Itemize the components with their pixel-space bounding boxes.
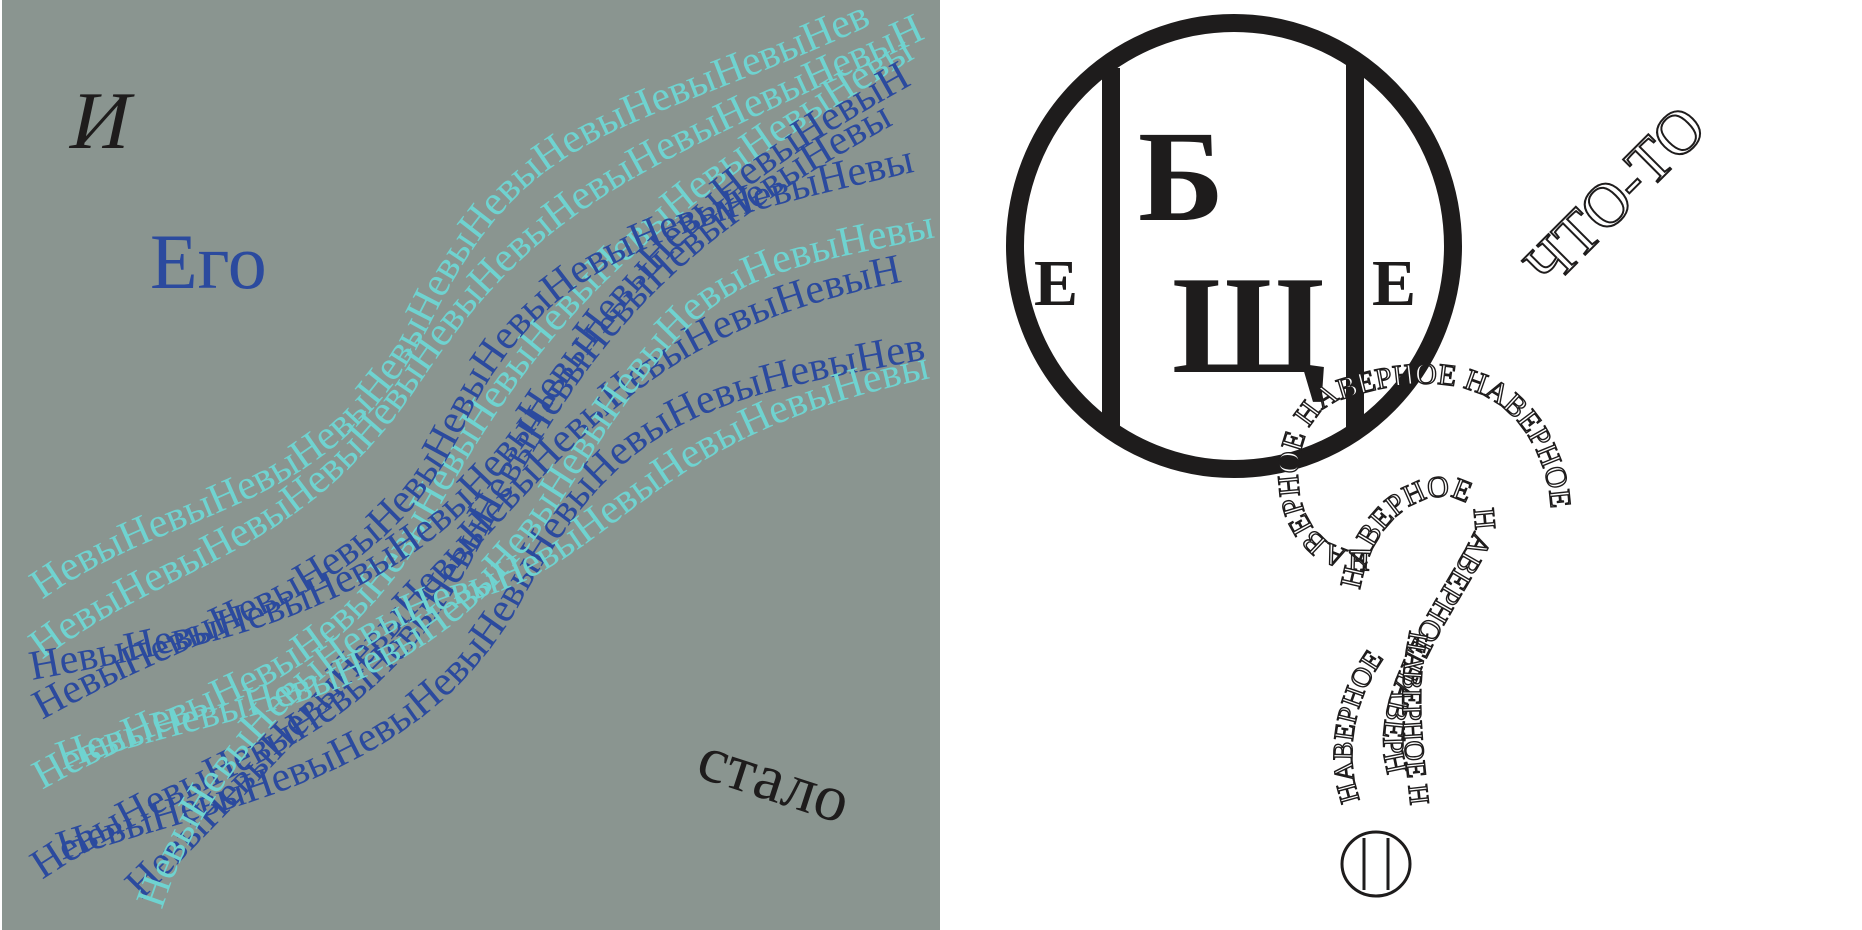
emblem-top-letter: Б xyxy=(1138,105,1224,249)
emblem-left-letter: Е xyxy=(1034,247,1078,320)
typography-art-svg: Е Б Щ Е ЧТО-ТО НАВЕРНОЕ НАВЕРНОЕ НАВЕРНО… xyxy=(940,0,1720,898)
emblem-circle xyxy=(1006,14,1462,478)
art-panel-svg: НевыНевыНевыНевыНевыНевыНевыНевыНевыНевы… xyxy=(2,0,940,930)
qm-dot xyxy=(1340,830,1412,898)
word-ego: Его xyxy=(150,218,267,305)
qm-arc-1: НАВЕРНОЕ НАВЕРНОЕ НАВЕРНОЕ xyxy=(1272,358,1577,577)
panel-background xyxy=(2,0,940,930)
diagonal-word: ЧТО-ТО xyxy=(1512,93,1719,300)
emblem: Е Б Щ Е xyxy=(1006,14,1462,478)
emblem-right-letter: Е xyxy=(1372,247,1416,320)
art-panel: НевыНевыНевыНевыНевыНевыНевыНевыНевыНевы… xyxy=(2,0,940,930)
emblem-bottom-letter: Щ xyxy=(1172,248,1326,403)
typography-art: Е Б Щ Е ЧТО-ТО НАВЕРНОЕ НАВЕРНОЕ НАВЕРНО… xyxy=(940,0,1862,930)
